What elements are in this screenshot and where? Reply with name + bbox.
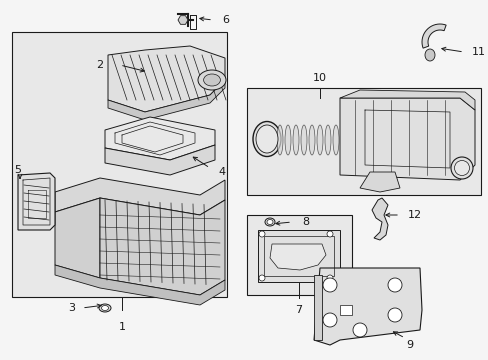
Ellipse shape bbox=[102, 306, 108, 310]
Text: 2: 2 bbox=[96, 60, 103, 70]
Polygon shape bbox=[18, 173, 55, 230]
Bar bbox=[264, 236, 333, 276]
Ellipse shape bbox=[332, 125, 338, 155]
Text: 3: 3 bbox=[68, 303, 75, 313]
Text: 7: 7 bbox=[295, 305, 302, 315]
Polygon shape bbox=[269, 244, 325, 270]
Text: 1: 1 bbox=[118, 322, 125, 332]
Ellipse shape bbox=[424, 49, 434, 61]
Circle shape bbox=[259, 275, 264, 281]
Polygon shape bbox=[55, 198, 100, 278]
Circle shape bbox=[387, 278, 401, 292]
Text: 8: 8 bbox=[302, 217, 308, 227]
Ellipse shape bbox=[453, 161, 468, 176]
Ellipse shape bbox=[308, 125, 314, 155]
Ellipse shape bbox=[198, 70, 225, 90]
Ellipse shape bbox=[266, 220, 272, 225]
Ellipse shape bbox=[316, 125, 323, 155]
Text: 10: 10 bbox=[312, 73, 326, 83]
Circle shape bbox=[352, 323, 366, 337]
Bar bbox=[246, 215, 351, 295]
Ellipse shape bbox=[99, 304, 111, 312]
Circle shape bbox=[326, 231, 332, 237]
Ellipse shape bbox=[252, 122, 281, 157]
Text: 6: 6 bbox=[222, 15, 228, 25]
Circle shape bbox=[323, 313, 336, 327]
Circle shape bbox=[387, 308, 401, 322]
Polygon shape bbox=[55, 178, 224, 215]
Text: 9: 9 bbox=[406, 340, 413, 350]
Polygon shape bbox=[313, 268, 421, 345]
Ellipse shape bbox=[203, 74, 220, 86]
Text: 11: 11 bbox=[471, 47, 485, 57]
Circle shape bbox=[323, 278, 336, 292]
Polygon shape bbox=[108, 46, 224, 112]
Ellipse shape bbox=[301, 125, 306, 155]
Bar bbox=[339, 305, 351, 315]
Polygon shape bbox=[313, 275, 321, 340]
Text: 5: 5 bbox=[15, 165, 21, 175]
Circle shape bbox=[259, 231, 264, 237]
Bar bbox=[246, 88, 480, 195]
Text: 4: 4 bbox=[218, 167, 225, 177]
Polygon shape bbox=[100, 198, 224, 295]
Ellipse shape bbox=[292, 125, 298, 155]
Ellipse shape bbox=[264, 218, 274, 226]
Ellipse shape bbox=[450, 157, 472, 179]
Ellipse shape bbox=[256, 125, 278, 153]
Polygon shape bbox=[359, 172, 399, 192]
Bar bbox=[12, 32, 226, 297]
Bar bbox=[258, 230, 339, 282]
Ellipse shape bbox=[285, 125, 290, 155]
Polygon shape bbox=[371, 198, 387, 240]
Ellipse shape bbox=[325, 125, 330, 155]
Polygon shape bbox=[339, 90, 474, 110]
Polygon shape bbox=[178, 16, 187, 24]
Polygon shape bbox=[421, 24, 445, 48]
Polygon shape bbox=[105, 117, 215, 160]
Text: 12: 12 bbox=[407, 210, 421, 220]
Polygon shape bbox=[105, 145, 215, 175]
Polygon shape bbox=[108, 80, 224, 120]
Polygon shape bbox=[55, 265, 224, 305]
Ellipse shape bbox=[276, 125, 283, 155]
Circle shape bbox=[326, 275, 332, 281]
Polygon shape bbox=[339, 98, 474, 180]
